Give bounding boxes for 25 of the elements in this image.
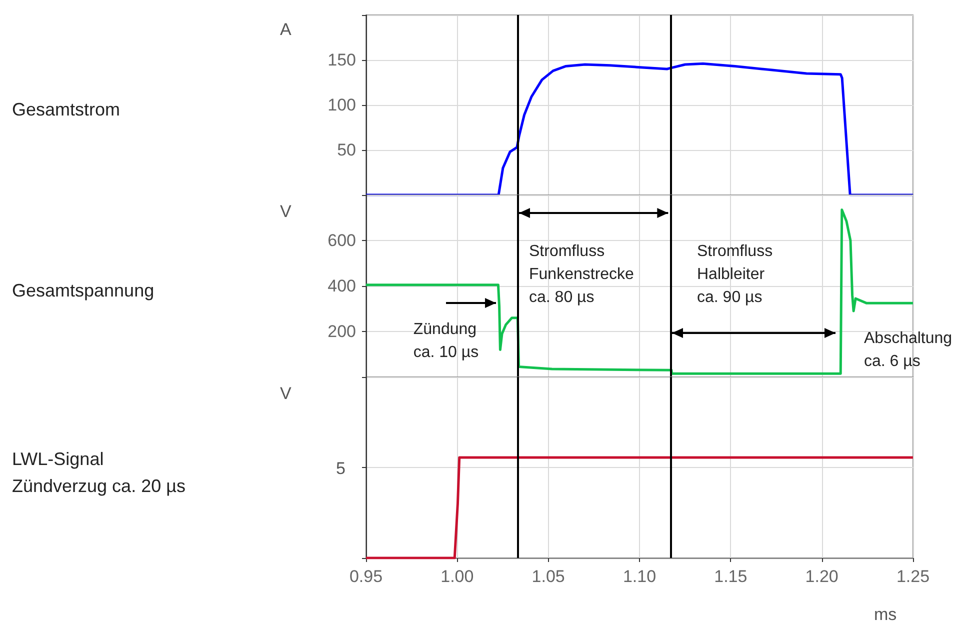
text: V bbox=[280, 202, 292, 221]
x-tick-label: 1.00 bbox=[440, 567, 474, 586]
text: 5 bbox=[336, 459, 346, 478]
y-tick-label: 100 bbox=[328, 96, 356, 114]
x-tick-label: 1.10 bbox=[622, 567, 656, 586]
y-axis-title: Gesamtspannung bbox=[12, 280, 154, 300]
annotation: Abschaltung ca. 6 µs bbox=[864, 330, 952, 370]
text: A bbox=[280, 20, 292, 39]
y-axis-title: Gesamtstrom bbox=[12, 100, 120, 120]
x-tick-label: 1.05 bbox=[532, 567, 565, 586]
x-tick-label: 1.15 bbox=[714, 567, 748, 586]
y-tick-label: 600 bbox=[328, 231, 356, 250]
annotation: Zündung ca. 10 µs bbox=[413, 321, 479, 362]
x-axis-title: ms bbox=[874, 605, 897, 624]
y-tick-label: 150 bbox=[328, 50, 356, 70]
y-tick-label: 400 bbox=[328, 276, 356, 296]
y-tick-label: 50 bbox=[337, 140, 356, 160]
x-tick-label: 1.25 bbox=[896, 567, 930, 586]
x-tick-label: 1.20 bbox=[805, 567, 838, 586]
y-tick-label: 200 bbox=[328, 322, 356, 341]
y-axis-title: LWL-Signal Zündverzug ca. 20 µs bbox=[12, 449, 186, 496]
x-tick-label: 0.95 bbox=[349, 567, 383, 586]
annotation: Stromfluss Halbleiter ca. 90 µs bbox=[697, 243, 773, 306]
text: V bbox=[280, 384, 292, 403]
annotation: Stromfluss Funkenstrecke ca. 80 µs bbox=[529, 243, 634, 306]
